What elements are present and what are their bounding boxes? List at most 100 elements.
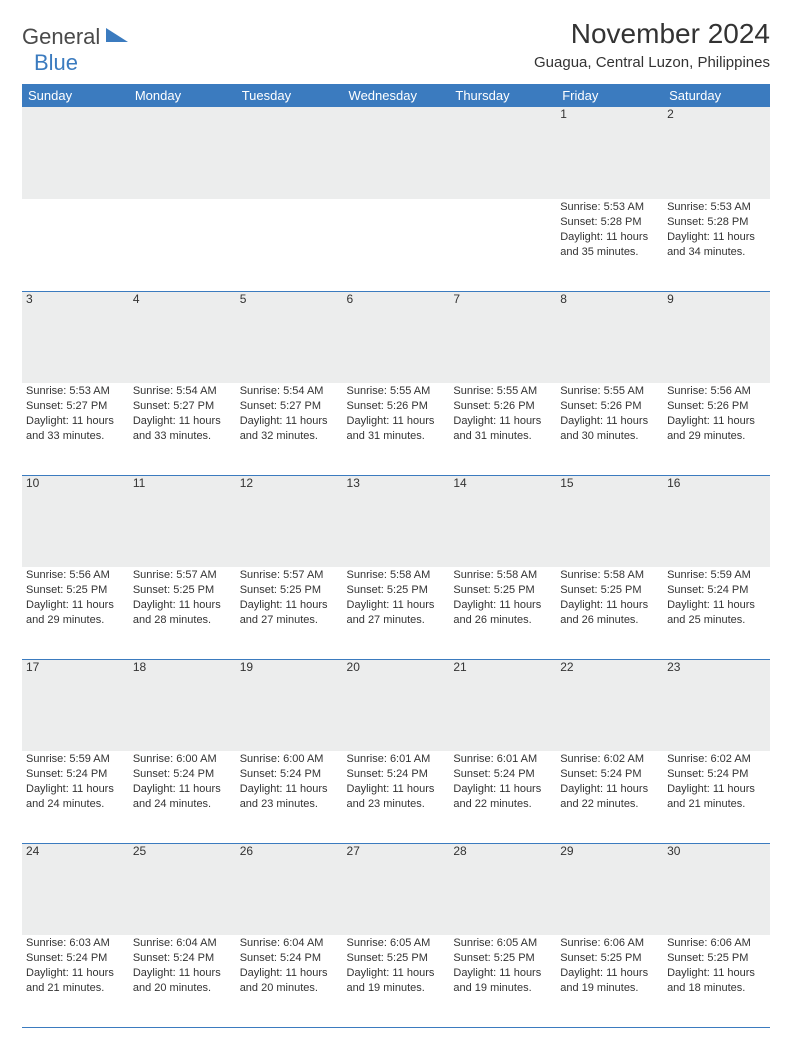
day-cell: Sunrise: 6:06 AMSunset: 5:25 PMDaylight:… [556,935,663,1027]
day-number [343,107,450,199]
day-number [236,107,343,199]
day-cell: Sunrise: 6:02 AMSunset: 5:24 PMDaylight:… [663,751,770,843]
day-detail: Sunrise: 5:56 AMSunset: 5:25 PMDaylight:… [26,567,125,627]
daylight: Daylight: 11 hours and 35 minutes. [560,230,659,260]
sunrise: Sunrise: 6:04 AM [133,936,232,951]
sunset: Sunset: 5:25 PM [26,583,125,598]
day-number: 1 [556,107,663,199]
day-cell: Sunrise: 5:56 AMSunset: 5:25 PMDaylight:… [22,567,129,659]
daynum-row: 3456789 [22,291,770,383]
day-cell: Sunrise: 6:00 AMSunset: 5:24 PMDaylight:… [129,751,236,843]
daynum-row: 17181920212223 [22,659,770,751]
sunrise: Sunrise: 6:06 AM [667,936,766,951]
day-header: Monday [129,84,236,107]
sunset: Sunset: 5:26 PM [453,399,552,414]
sunrise: Sunrise: 5:54 AM [133,384,232,399]
day-cell: Sunrise: 5:59 AMSunset: 5:24 PMDaylight:… [663,567,770,659]
day-cell: Sunrise: 6:02 AMSunset: 5:24 PMDaylight:… [556,751,663,843]
detail-row: Sunrise: 5:53 AMSunset: 5:27 PMDaylight:… [22,383,770,475]
day-detail: Sunrise: 5:53 AMSunset: 5:28 PMDaylight:… [560,199,659,259]
day-detail: Sunrise: 5:53 AMSunset: 5:27 PMDaylight:… [26,383,125,443]
sunrise: Sunrise: 6:02 AM [560,752,659,767]
sunset: Sunset: 5:26 PM [560,399,659,414]
sunset: Sunset: 5:24 PM [667,583,766,598]
sunrise: Sunrise: 6:05 AM [453,936,552,951]
daylight: Daylight: 11 hours and 33 minutes. [26,414,125,444]
day-detail: Sunrise: 6:00 AMSunset: 5:24 PMDaylight:… [240,751,339,811]
day-number: 7 [449,291,556,383]
sunset: Sunset: 5:24 PM [453,767,552,782]
day-detail: Sunrise: 6:03 AMSunset: 5:24 PMDaylight:… [26,935,125,995]
day-number: 17 [22,659,129,751]
day-cell: Sunrise: 5:56 AMSunset: 5:26 PMDaylight:… [663,383,770,475]
sunrise: Sunrise: 5:59 AM [667,568,766,583]
day-number: 19 [236,659,343,751]
logo-line2: Blue [34,50,78,75]
day-detail: Sunrise: 6:01 AMSunset: 5:24 PMDaylight:… [453,751,552,811]
sunset: Sunset: 5:24 PM [240,767,339,782]
daynum-row: 12 [22,107,770,199]
day-detail: Sunrise: 6:02 AMSunset: 5:24 PMDaylight:… [560,751,659,811]
day-number: 16 [663,475,770,567]
sunrise: Sunrise: 5:59 AM [26,752,125,767]
sunset: Sunset: 5:24 PM [26,951,125,966]
day-detail: Sunrise: 5:59 AMSunset: 5:24 PMDaylight:… [667,567,766,627]
day-number: 28 [449,843,556,935]
sunset: Sunset: 5:25 PM [560,583,659,598]
sunrise: Sunrise: 5:55 AM [560,384,659,399]
sunset: Sunset: 5:27 PM [240,399,339,414]
detail-row: Sunrise: 5:53 AMSunset: 5:28 PMDaylight:… [22,199,770,291]
day-cell: Sunrise: 6:04 AMSunset: 5:24 PMDaylight:… [236,935,343,1027]
day-detail: Sunrise: 5:58 AMSunset: 5:25 PMDaylight:… [453,567,552,627]
daylight: Daylight: 11 hours and 26 minutes. [453,598,552,628]
daylight: Daylight: 11 hours and 27 minutes. [347,598,446,628]
day-number: 22 [556,659,663,751]
day-cell [22,199,129,291]
day-number: 8 [556,291,663,383]
logo: General Blue [22,18,128,76]
day-cell: Sunrise: 5:55 AMSunset: 5:26 PMDaylight:… [556,383,663,475]
sunrise: Sunrise: 5:55 AM [347,384,446,399]
day-number: 26 [236,843,343,935]
day-number: 9 [663,291,770,383]
daylight: Daylight: 11 hours and 21 minutes. [667,782,766,812]
day-number: 13 [343,475,450,567]
daylight: Daylight: 11 hours and 28 minutes. [133,598,232,628]
sunset: Sunset: 5:27 PM [133,399,232,414]
calendar-page: General Blue November 2024 Guagua, Centr… [0,0,792,1038]
day-cell: Sunrise: 6:06 AMSunset: 5:25 PMDaylight:… [663,935,770,1027]
sunrise: Sunrise: 6:01 AM [453,752,552,767]
sunrise: Sunrise: 6:04 AM [240,936,339,951]
day-number: 11 [129,475,236,567]
day-detail: Sunrise: 6:00 AMSunset: 5:24 PMDaylight:… [133,751,232,811]
day-header: Friday [556,84,663,107]
day-detail: Sunrise: 5:59 AMSunset: 5:24 PMDaylight:… [26,751,125,811]
day-number [449,107,556,199]
logo-line1: General [22,24,100,49]
daylight: Daylight: 11 hours and 23 minutes. [240,782,339,812]
day-detail: Sunrise: 5:54 AMSunset: 5:27 PMDaylight:… [240,383,339,443]
day-cell: Sunrise: 5:53 AMSunset: 5:28 PMDaylight:… [556,199,663,291]
daylight: Daylight: 11 hours and 32 minutes. [240,414,339,444]
sunset: Sunset: 5:28 PM [667,215,766,230]
day-detail: Sunrise: 5:57 AMSunset: 5:25 PMDaylight:… [240,567,339,627]
day-cell: Sunrise: 5:57 AMSunset: 5:25 PMDaylight:… [236,567,343,659]
daylight: Daylight: 11 hours and 22 minutes. [560,782,659,812]
day-header: Thursday [449,84,556,107]
daylight: Daylight: 11 hours and 25 minutes. [667,598,766,628]
sunrise: Sunrise: 6:00 AM [240,752,339,767]
sunset: Sunset: 5:25 PM [133,583,232,598]
title-block: November 2024 Guagua, Central Luzon, Phi… [534,18,770,71]
daylight: Daylight: 11 hours and 19 minutes. [453,966,552,996]
day-cell: Sunrise: 6:01 AMSunset: 5:24 PMDaylight:… [449,751,556,843]
sunrise: Sunrise: 6:03 AM [26,936,125,951]
day-number: 18 [129,659,236,751]
day-detail: Sunrise: 5:53 AMSunset: 5:28 PMDaylight:… [667,199,766,259]
calendar-body: 12Sunrise: 5:53 AMSunset: 5:28 PMDayligh… [22,107,770,1027]
day-number: 15 [556,475,663,567]
day-cell: Sunrise: 5:54 AMSunset: 5:27 PMDaylight:… [236,383,343,475]
day-cell [129,199,236,291]
day-cell: Sunrise: 6:00 AMSunset: 5:24 PMDaylight:… [236,751,343,843]
sunrise: Sunrise: 5:57 AM [240,568,339,583]
sunrise: Sunrise: 5:58 AM [560,568,659,583]
